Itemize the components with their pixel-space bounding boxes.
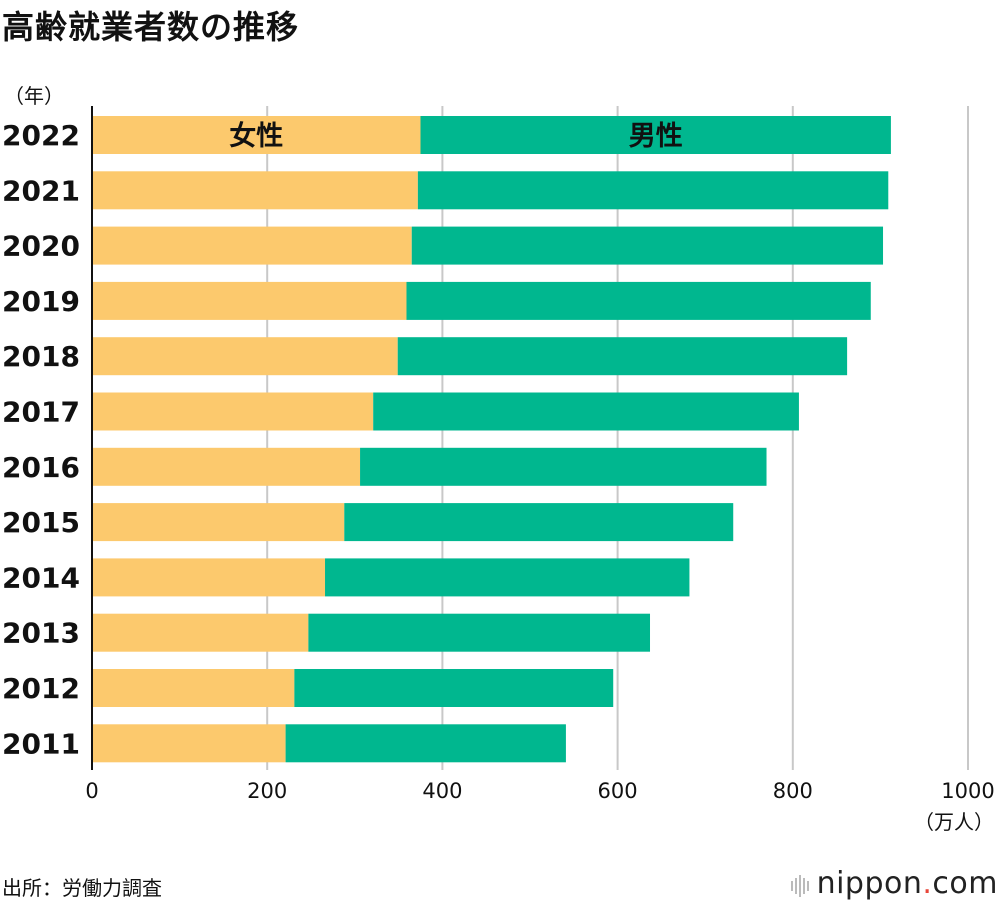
bar-2011-female [92, 724, 286, 763]
bar-2018-male [397, 337, 848, 376]
legend-label-female: 女性 [229, 120, 283, 152]
category-label-2016: 2016 [2, 451, 80, 484]
y-axis-unit-label: （年） [4, 84, 64, 108]
bar-2015-male [344, 503, 734, 542]
bar-2022-male [420, 116, 891, 154]
bar-2017-female [92, 392, 374, 431]
category-label-2015: 2015 [2, 506, 80, 539]
legend-label-male: 男性 [629, 121, 683, 152]
brand-logo: nippon.com [790, 866, 998, 902]
x-tick-label-600: 600 [598, 779, 638, 803]
bar-2022-female [92, 116, 421, 154]
x-tick-label-200: 200 [247, 779, 287, 803]
x-tick-label-800: 800 [773, 779, 813, 803]
bar-2021-male [417, 171, 889, 210]
category-label-2013: 2013 [2, 617, 80, 650]
x-axis-unit-label: （万人） [914, 810, 994, 834]
category-label-2014: 2014 [2, 561, 80, 594]
category-label-2019: 2019 [2, 285, 80, 318]
brand-name: nippon [816, 866, 923, 901]
source-note: 出所：労働力調査 [2, 876, 162, 900]
bar-2021-female [92, 171, 418, 210]
category-label-2021: 2021 [2, 174, 80, 207]
category-label-2018: 2018 [2, 340, 80, 373]
category-label-2017: 2017 [2, 396, 80, 429]
bar-2018-female [92, 337, 398, 376]
bar-2014-male [325, 558, 690, 597]
x-tick-label-0: 0 [85, 779, 98, 803]
bar-2016-male [360, 447, 767, 486]
bar-2017-male [373, 392, 799, 431]
category-label-2022: 2022 [2, 119, 80, 152]
bar-2013-male [308, 613, 651, 652]
bar-2011-male [285, 724, 566, 763]
category-label-2012: 2012 [2, 672, 80, 705]
x-tick-label-1000: 1000 [941, 779, 994, 803]
bar-2013-female [92, 613, 309, 652]
bar-2015-female [92, 503, 345, 542]
brand-dot: . [922, 866, 933, 901]
chart-title: 高齢就業者数の推移 [2, 8, 300, 46]
bar-2014-female [92, 558, 326, 597]
brand-bars-icon [790, 867, 811, 902]
category-label-2020: 2020 [2, 230, 80, 263]
brand-tld: com [932, 866, 998, 901]
bar-2020-female [92, 226, 412, 265]
bar-2019-male [406, 281, 871, 320]
bar-2012-female [92, 669, 295, 707]
category-label-2011: 2011 [2, 727, 80, 760]
x-tick-label-400: 400 [422, 779, 462, 803]
bar-2019-female [92, 281, 407, 320]
bar-2016-female [92, 447, 361, 486]
bar-2012-male [294, 669, 614, 707]
bar-2020-male [411, 226, 884, 265]
